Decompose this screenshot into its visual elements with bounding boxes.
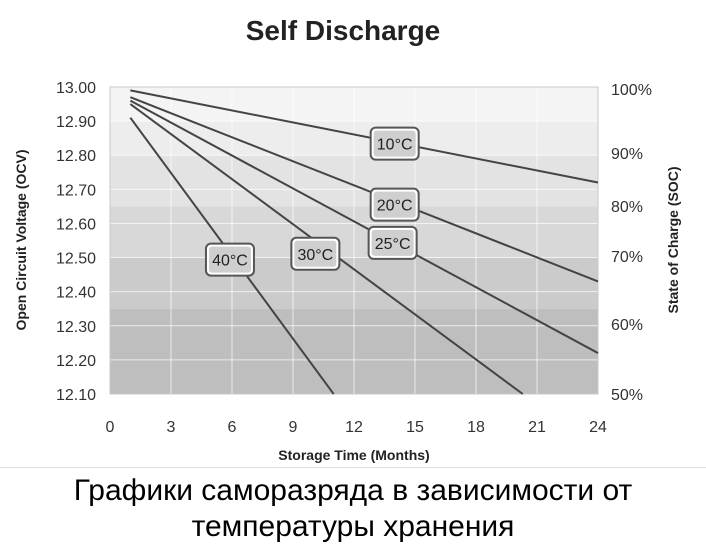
y-axis-label: Open Circuit Voltage (OCV) — [13, 150, 29, 331]
svg-text:25°C: 25°C — [375, 236, 411, 253]
soc-tick-label-3: 80% — [611, 199, 643, 216]
x-tick-label-0: 0 — [106, 419, 115, 436]
y-tick-label-1: 12.20 — [56, 353, 96, 370]
svg-text:20°C: 20°C — [377, 198, 413, 215]
right-axis-tick-labels: 50% 60% 70% 80% 90% 100% — [611, 82, 652, 404]
y-tick-label-3: 12.40 — [56, 285, 96, 302]
y-tick-label-5: 12.60 — [56, 216, 96, 233]
svg-text:40°C: 40°C — [212, 253, 248, 270]
x-tick-label-4: 12 — [345, 419, 363, 436]
x-tick-label-6: 18 — [467, 419, 485, 436]
y-tick-label-2: 12.30 — [56, 319, 96, 336]
x-tick-label-7: 21 — [528, 419, 546, 436]
soc-tick-label-2: 70% — [611, 249, 643, 266]
series-labels: 10°C 20°C 25°C 30°C 40°C — [204, 126, 420, 277]
svg-text:30°C: 30°C — [297, 247, 333, 264]
svg-text:10°C: 10°C — [377, 137, 413, 154]
y-axis-tick-labels: 12.10 12.20 12.30 12.40 12.50 12.60 12.70 12.80… — [56, 80, 96, 404]
x-tick-label-5: 15 — [406, 419, 424, 436]
x-tick-label-1: 3 — [167, 419, 176, 436]
soc-tick-label-4: 90% — [611, 146, 643, 163]
y-tick-label-6: 12.70 — [56, 182, 96, 199]
soc-tick-label-5: 100% — [611, 82, 652, 99]
y-tick-label-4: 12.50 — [56, 251, 96, 268]
self-discharge-chart: Self Discharge 10°C 20°C 25°C 30°C 40°C 12.1… — [13, 15, 681, 463]
series-label-10c: 10°C — [369, 126, 420, 161]
x-axis-label: Storage Time (Months) — [278, 447, 429, 463]
chart-title: Self Discharge — [246, 15, 441, 46]
x-tick-label-3: 9 — [289, 419, 298, 436]
series-line-25c — [129, 99, 599, 354]
right-axis-label: State of Charge (SOC) — [665, 166, 681, 313]
x-axis-tick-labels: 0 3 6 9 12 15 18 21 24 — [106, 419, 607, 436]
caption-line-2: температуры хранения — [191, 510, 515, 543]
plot-area-border — [109, 86, 599, 395]
series-label-30c: 30°C — [290, 236, 341, 271]
y-tick-label-9: 13.00 — [56, 80, 96, 97]
y-tick-label-8: 12.90 — [56, 114, 96, 131]
caption-line-1: Графики саморазряда в зависимости от — [73, 474, 633, 507]
series-line-20c — [129, 96, 599, 283]
series-label-40c: 40°C — [204, 242, 255, 277]
soc-tick-label-1: 60% — [611, 317, 643, 334]
caption-divider — [0, 467, 706, 468]
series-label-25c: 25°C — [367, 225, 418, 260]
soc-tick-label-0: 50% — [611, 387, 643, 404]
series-line-10c — [130, 89, 599, 184]
series-label-20c: 20°C — [369, 187, 420, 222]
y-tick-label-0: 12.10 — [56, 387, 96, 404]
x-tick-label-8: 24 — [589, 419, 607, 436]
x-tick-label-2: 6 — [228, 419, 237, 436]
y-tick-label-7: 12.80 — [56, 148, 96, 165]
